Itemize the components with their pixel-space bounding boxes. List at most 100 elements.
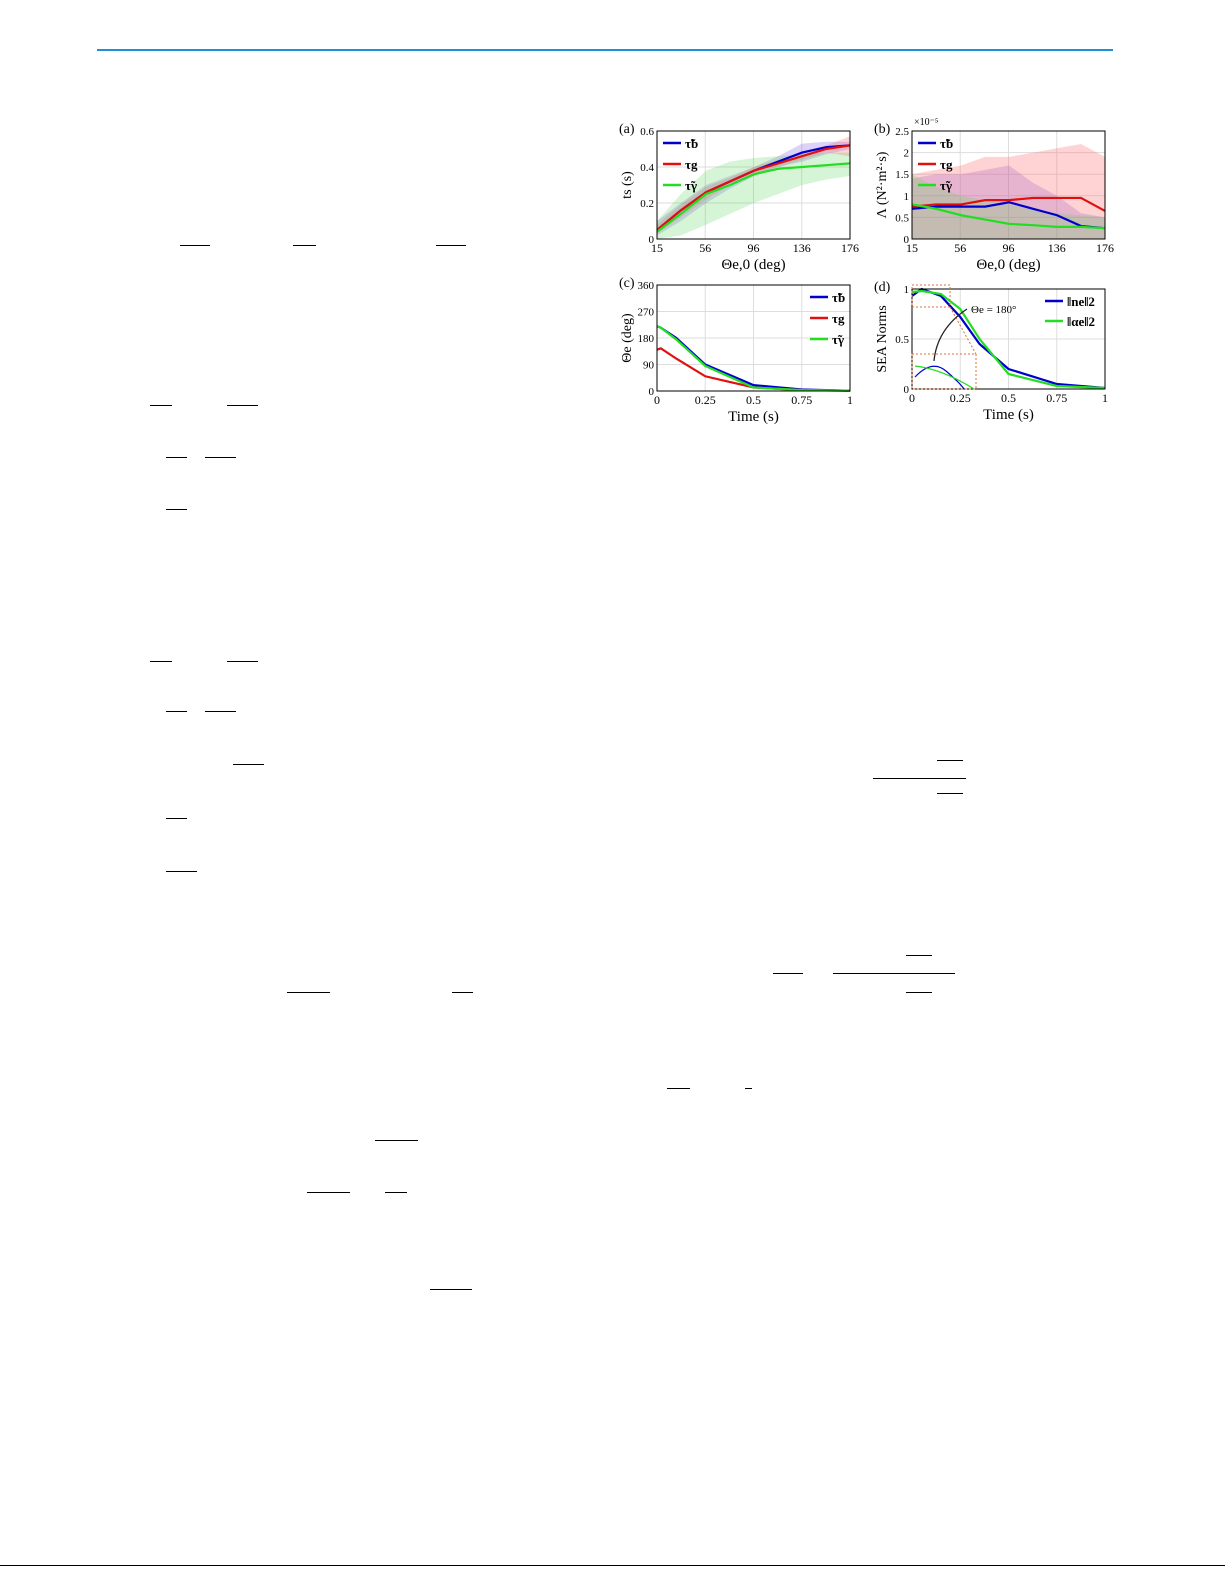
x-axis-label: Θe,0 (deg) <box>721 257 785 273</box>
band-τ̃γ <box>657 152 850 239</box>
series-line <box>911 203 1106 230</box>
fraction-bar <box>906 955 932 956</box>
y-tick-label: 0 <box>649 386 655 398</box>
x-tick-label: 96 <box>1003 241 1015 255</box>
y-tick-label: 180 <box>638 333 655 345</box>
axes-box <box>656 284 851 392</box>
x-tick-label: 0.5 <box>746 393 761 407</box>
y-scale-note: ×10⁻⁵ <box>914 117 938 128</box>
y-axis-label: ts (s) <box>620 171 635 199</box>
fraction-bar <box>937 760 963 761</box>
fraction-bar <box>307 1192 350 1193</box>
y-tick-label: 0 <box>649 234 655 246</box>
y-tick-label: 1.5 <box>895 169 909 181</box>
fraction-bar <box>773 973 803 974</box>
series-line <box>911 287 1106 390</box>
panel-label: (d) <box>874 280 891 295</box>
x-tick-label: 56 <box>699 241 711 255</box>
panel-label: (a) <box>619 122 635 137</box>
legend-label: ‖αe‖2 <box>1067 314 1095 329</box>
y-tick-label: 360 <box>638 280 655 292</box>
y-tick-label: 90 <box>643 360 655 372</box>
fraction-bar <box>385 1192 407 1193</box>
legend-label: τ̃γ <box>832 332 844 347</box>
panel-label: (b) <box>874 122 891 137</box>
y-tick-label: 0 <box>904 384 910 396</box>
fraction-bar <box>430 1289 472 1290</box>
fraction-bar <box>452 992 473 993</box>
fraction-bar <box>166 871 197 872</box>
series-line <box>656 144 851 231</box>
fraction-bar <box>745 1088 752 1089</box>
x-tick-label: 0 <box>909 391 915 405</box>
fraction-bar <box>833 973 955 974</box>
legend-label: τ̃b <box>940 136 953 151</box>
fraction-bar <box>227 405 258 406</box>
header-rule <box>97 49 1113 51</box>
x-tick-label: 1 <box>1102 391 1108 405</box>
x-tick-label: 136 <box>1048 241 1066 255</box>
panel-d: (d) 0 0.25 0.5 0.75 1 0 0.5 1 Time (s) SEA Norms ‖n… <box>874 280 1108 423</box>
axes-box <box>911 130 1106 240</box>
y-tick-label: 2.5 <box>895 126 909 138</box>
figure: (a) 15 56 96 136 176 0 0.2 0.4 0.6 Θe,0 (deg) ts (s… <box>619 117 1114 425</box>
x-tick-label: 96 <box>748 241 760 255</box>
series-line <box>911 201 1106 230</box>
band-τ̃γ <box>912 174 1105 239</box>
fraction-bar <box>166 818 187 819</box>
series-line <box>656 325 851 392</box>
x-tick-label: 0 <box>654 393 660 407</box>
x-axis-label: Θe,0 (deg) <box>976 257 1040 273</box>
fraction-bar <box>375 1140 418 1141</box>
legend-label: τ̃γ <box>685 178 697 193</box>
y-tick-label: 270 <box>638 307 655 319</box>
inset-line <box>914 365 965 390</box>
y-tick-label: 0.6 <box>640 126 654 138</box>
panel-c: (c) 0 0.25 0.5 0.75 1 0 90 180 270 360 Time (s) Θe (… <box>619 276 853 425</box>
legend-label: τ̃b <box>685 136 698 151</box>
y-tick-label: 0.5 <box>895 334 909 346</box>
fraction-bar <box>205 711 236 712</box>
x-tick-label: 0.75 <box>1046 391 1067 405</box>
x-tick-label: 176 <box>1096 241 1114 255</box>
fraction-bar <box>873 778 966 779</box>
fraction-bar <box>227 661 258 662</box>
fraction-bar <box>937 793 963 794</box>
inset-source-box <box>911 284 951 308</box>
y-tick-label: 0.4 <box>640 162 654 174</box>
x-tick-label: 0.25 <box>950 391 971 405</box>
x-tick-label: 0.25 <box>695 393 716 407</box>
x-tick-label: 15 <box>906 241 918 255</box>
fraction-bar <box>233 764 264 765</box>
legend-label: τ̃b <box>832 290 845 305</box>
fraction-bar <box>150 405 172 406</box>
x-tick-label: 56 <box>954 241 966 255</box>
y-tick-label: 0.5 <box>895 212 909 224</box>
x-tick-label: 136 <box>793 241 811 255</box>
y-tick-label: 1 <box>904 284 910 296</box>
x-tick-label: 176 <box>841 241 859 255</box>
band-τ̃b <box>657 141 850 236</box>
fraction-bar <box>667 1088 690 1089</box>
fraction-bar <box>436 245 466 246</box>
x-tick-label: 0.75 <box>791 393 812 407</box>
axes-box <box>911 288 1106 390</box>
x-axis-label: Time (s) <box>728 409 779 425</box>
fraction-bar <box>150 661 172 662</box>
inset-box <box>911 353 977 390</box>
series-line <box>911 289 1106 390</box>
y-axis-label: SEA Norms <box>875 305 890 372</box>
y-tick-label: 2 <box>904 148 910 160</box>
panel-label: (c) <box>619 276 635 291</box>
fraction-bar <box>205 457 236 458</box>
fraction-bar <box>180 245 210 246</box>
series-line <box>656 162 851 233</box>
series-line <box>911 196 1106 212</box>
footer-rule <box>0 1565 1225 1566</box>
fraction-bar <box>906 992 932 993</box>
inset-line <box>914 365 975 390</box>
panel-b: (b) 15 56 96 136 176 0 0.5 1 1.5 2 2.5 Θe,0 (deg) Λ (… <box>874 117 1114 273</box>
y-tick-label: 0.2 <box>640 198 654 210</box>
fraction-bar <box>287 992 330 993</box>
